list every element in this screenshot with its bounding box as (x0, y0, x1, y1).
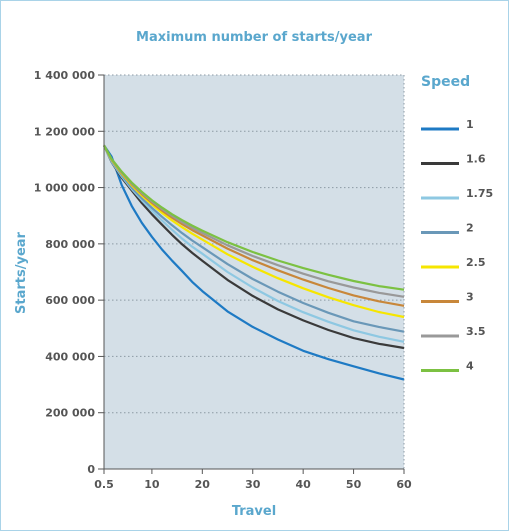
x-tick-label: 0.5 (94, 478, 114, 491)
series-line-4 (103, 144, 405, 291)
x-tick-label: 50 (346, 478, 362, 491)
x-tick-label: 10 (144, 478, 160, 491)
legend-label: 4 (466, 360, 474, 373)
legend-label: 1.75 (466, 187, 493, 200)
legend-label: 1.6 (466, 153, 486, 166)
x-tick-label: 60 (396, 478, 412, 491)
legend-label: 3.5 (466, 325, 486, 338)
series-line-2 (103, 144, 405, 333)
legend-label: 1 (466, 118, 474, 131)
legend-label: 2.5 (466, 256, 486, 269)
chart-title: Maximum number of starts/year (136, 30, 373, 45)
y-axis-title: Starts/year (14, 231, 29, 314)
y-tick-label: 1 200 000 (34, 125, 96, 138)
legend-label: 3 (466, 291, 474, 304)
y-tick-label: 400 000 (45, 350, 95, 363)
plot-area (104, 75, 404, 469)
x-tick-label: 40 (296, 478, 312, 491)
legend-label: 2 (466, 222, 474, 235)
y-tick-label: 1 000 000 (34, 182, 96, 195)
y-tick-label: 600 000 (45, 294, 95, 307)
y-tick-label: 0 (87, 463, 95, 476)
x-axis-title: Travel (232, 504, 276, 519)
y-tick-label: 800 000 (45, 238, 95, 251)
x-tick-label: 30 (245, 478, 261, 491)
legend-title: Speed (421, 74, 470, 90)
x-tick-label: 20 (195, 478, 211, 491)
y-tick-label: 1 400 000 (34, 69, 96, 82)
series-line-1 (103, 144, 405, 381)
y-tick-label: 200 000 (45, 407, 95, 420)
legend: 1 1.6 1.75 2 2.5 3 3.5 4 (421, 118, 493, 373)
